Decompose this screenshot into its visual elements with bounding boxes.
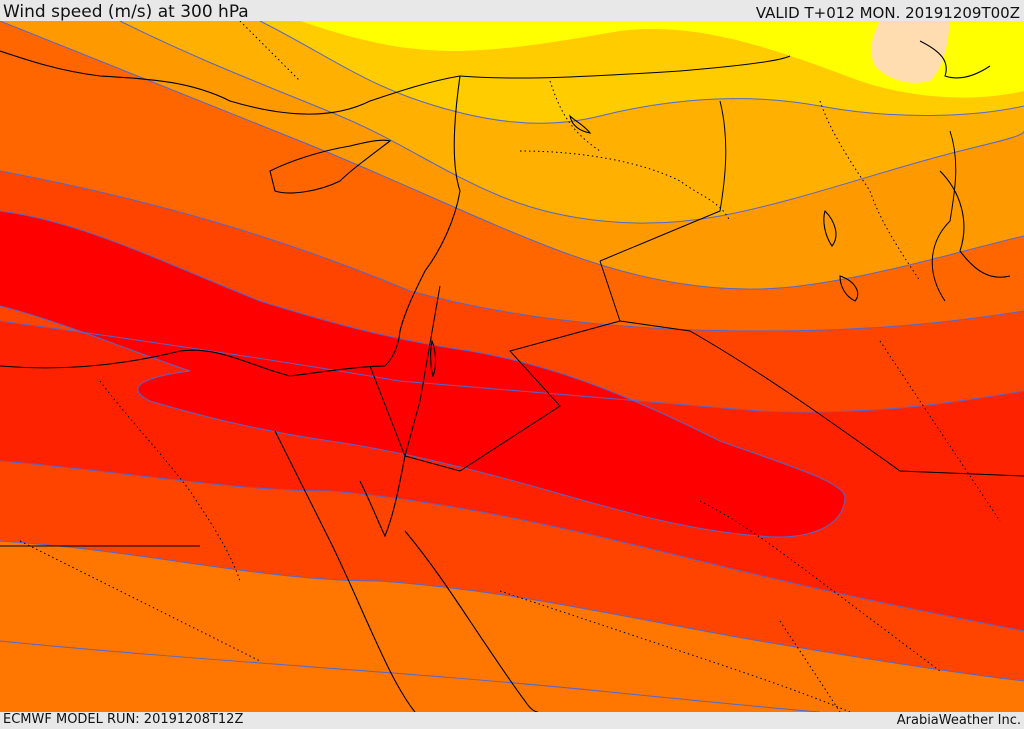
speed-contours [0,21,1024,712]
header-bar: Wind speed (m/s) at 300 hPa VALID T+012 … [0,0,1024,22]
credit-label: ArabiaWeather Inc. [896,713,1021,728]
coastlines [0,40,1011,712]
jet-core [0,211,845,537]
band-peach [871,21,950,83]
map-title: Wind speed (m/s) at 300 hPa [3,2,249,22]
valid-time: VALID T+012 MON. 20191209T00Z [755,4,1020,22]
model-run-label: ECMWF MODEL RUN: 20191208T12Z [3,712,244,727]
band-yellow [300,21,1024,98]
province-borders [19,21,1001,712]
footer-bar: ECMWF MODEL RUN: 20191208T12Z ArabiaWeat… [0,712,1024,729]
map-panel[interactable] [0,21,1024,712]
wind-speed-map [0,21,1024,712]
